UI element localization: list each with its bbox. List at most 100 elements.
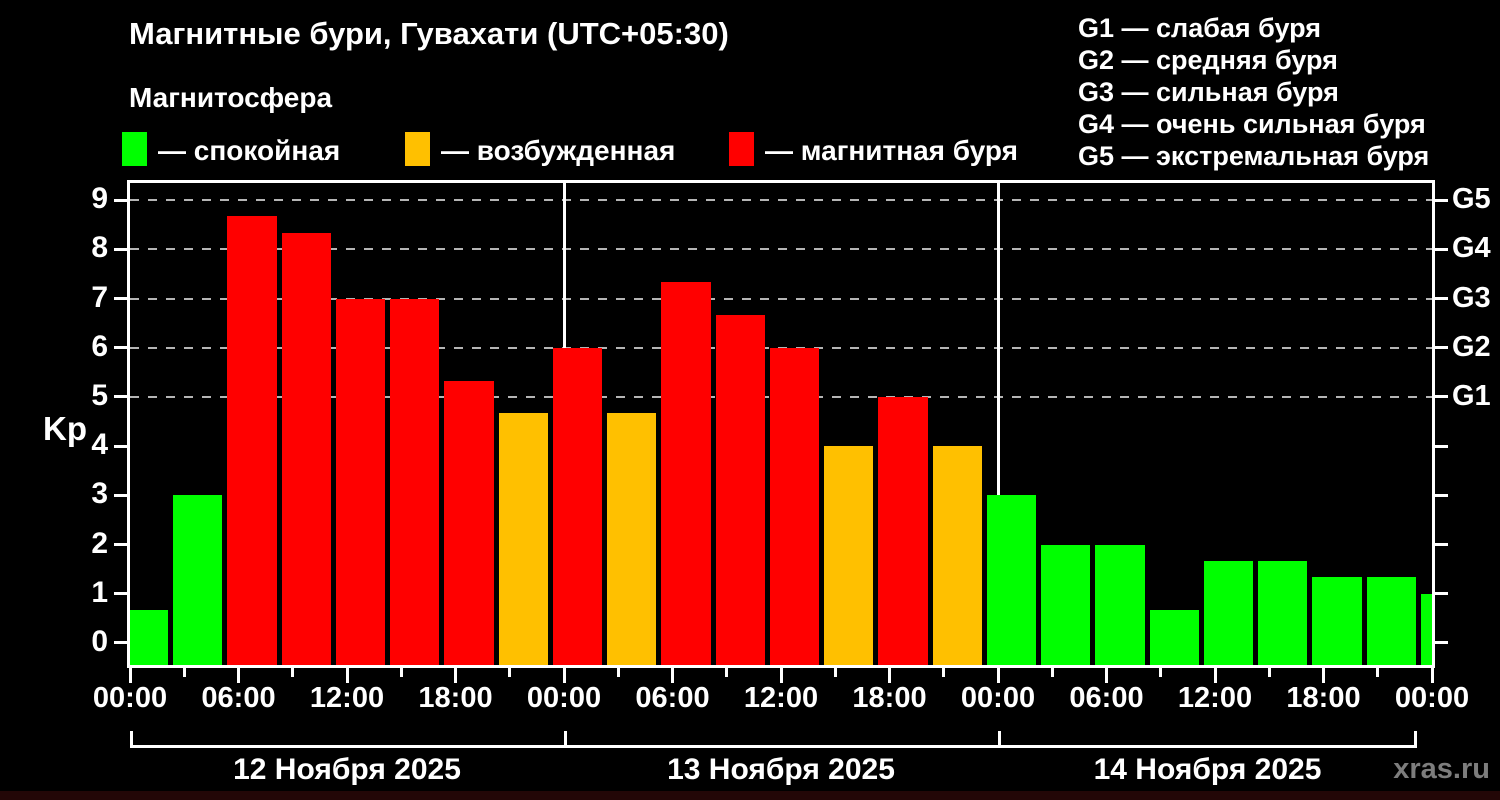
x-tick (1322, 668, 1325, 683)
y-tick-label: 2 (91, 526, 108, 560)
plot-area (130, 183, 1432, 665)
x-tick-label: 06:00 (635, 682, 710, 714)
y-tick (114, 592, 127, 596)
x-tick (454, 668, 457, 683)
kp-bar (715, 314, 765, 665)
kp-bar (130, 609, 169, 665)
kp-bar (878, 396, 928, 665)
x-tick (1430, 668, 1434, 683)
kp-bar (281, 233, 331, 665)
x-tick (671, 668, 674, 683)
y-tick (1435, 641, 1448, 645)
legend-quiet-swatch (122, 132, 147, 166)
kp-bar (824, 446, 874, 665)
y-tick-label: 3 (91, 477, 108, 511)
y-tick-label: 6 (91, 329, 108, 363)
storm-scale-line-g2: G2 — средняя буря (1078, 45, 1338, 75)
storm-scale-line-g5: G5 — экстремальная буря (1078, 141, 1430, 171)
kp-bar (498, 413, 548, 665)
x-tick-label: 18:00 (852, 682, 927, 714)
gridline (130, 199, 1432, 202)
x-tick (942, 668, 946, 677)
kp-bar (1312, 577, 1362, 665)
x-tick (833, 668, 837, 677)
gridline (130, 346, 1432, 349)
kp-bar (932, 446, 982, 665)
day-bracket-line (564, 745, 998, 748)
storm-scale-legend: G1 — слабая буря G2 — средняя буря G3 — … (1078, 12, 1429, 172)
y-axis-title: Kp (43, 410, 87, 447)
kp-bar (607, 413, 657, 665)
day-bracket-line (998, 745, 1417, 748)
storm-scale-line-g1: G1 — слабая буря (1078, 13, 1322, 43)
day-separator (996, 183, 1000, 665)
x-tick (237, 668, 240, 683)
x-tick (291, 668, 295, 677)
day-bracket-tick (130, 731, 133, 748)
day-bracket-tick (564, 731, 567, 748)
gridline (130, 297, 1432, 300)
day-bracket-line (130, 745, 564, 748)
x-tick-label: 00:00 (92, 682, 168, 714)
y-tick (1435, 297, 1448, 301)
g-level-label: G1 (1452, 379, 1491, 412)
kp-bar (552, 347, 603, 665)
kp-bar (1149, 609, 1199, 665)
y-tick (1435, 543, 1448, 546)
x-tick-label: 00:00 (960, 682, 1036, 714)
kp-bar (1258, 560, 1308, 665)
g-level-label: G4 (1452, 232, 1491, 265)
y-tick-label: 9 (91, 182, 108, 216)
g-level-label: G3 (1452, 281, 1491, 314)
chart-subtitle: Магнитосфера (129, 82, 333, 113)
kp-bar (173, 495, 223, 665)
x-tick (1050, 668, 1054, 677)
legend-quiet-label: — спокойная (158, 135, 341, 166)
y-tick-label: 7 (91, 280, 108, 314)
y-tick (114, 641, 127, 645)
y-tick (1435, 395, 1448, 399)
x-tick-label: 18:00 (418, 682, 493, 714)
legend-storm-label: — магнитная буря (765, 135, 1018, 166)
y-tick (114, 444, 127, 448)
x-tick (128, 668, 132, 683)
x-tick (182, 668, 186, 677)
kp-bar (227, 216, 277, 665)
x-tick (399, 668, 403, 677)
date-label: 13 Ноября 2025 (667, 753, 895, 786)
x-tick (996, 668, 1000, 683)
kp-bar (1366, 577, 1416, 665)
x-tick-label: 12:00 (1177, 682, 1253, 714)
day-bracket-tick (1414, 731, 1417, 748)
y-tick (114, 346, 127, 350)
kp-bar (390, 298, 440, 665)
kp-bar (769, 347, 820, 665)
y-tick (114, 198, 127, 202)
plot-frame (127, 180, 1435, 668)
g-level-label: G5 (1452, 183, 1491, 216)
y-tick (1435, 247, 1448, 251)
storm-scale-line-g4: G4 — очень сильная буря (1078, 109, 1426, 139)
y-tick (1435, 493, 1448, 497)
y-tick-label: 4 (91, 428, 108, 462)
x-tick (725, 668, 729, 677)
kp-bar (1095, 544, 1145, 665)
kp-bar (1203, 560, 1254, 665)
x-tick-label: 06:00 (201, 682, 276, 714)
x-tick-label: 12:00 (743, 682, 819, 714)
x-tick (1267, 668, 1271, 677)
y-tick-label: 8 (91, 231, 108, 265)
kp-bar (335, 298, 386, 665)
y-tick (1435, 444, 1448, 448)
watermark: xras.ru (1393, 753, 1490, 785)
x-tick (1213, 668, 1217, 683)
y-tick-label: 0 (91, 624, 108, 658)
y-tick (114, 247, 127, 251)
gridline (130, 248, 1432, 251)
g-level-label: G2 (1452, 330, 1491, 363)
y-tick (114, 297, 127, 301)
x-tick (616, 668, 620, 677)
kp-bar (986, 495, 1037, 665)
x-tick (1376, 668, 1380, 677)
x-tick-label: 00:00 (526, 682, 602, 714)
